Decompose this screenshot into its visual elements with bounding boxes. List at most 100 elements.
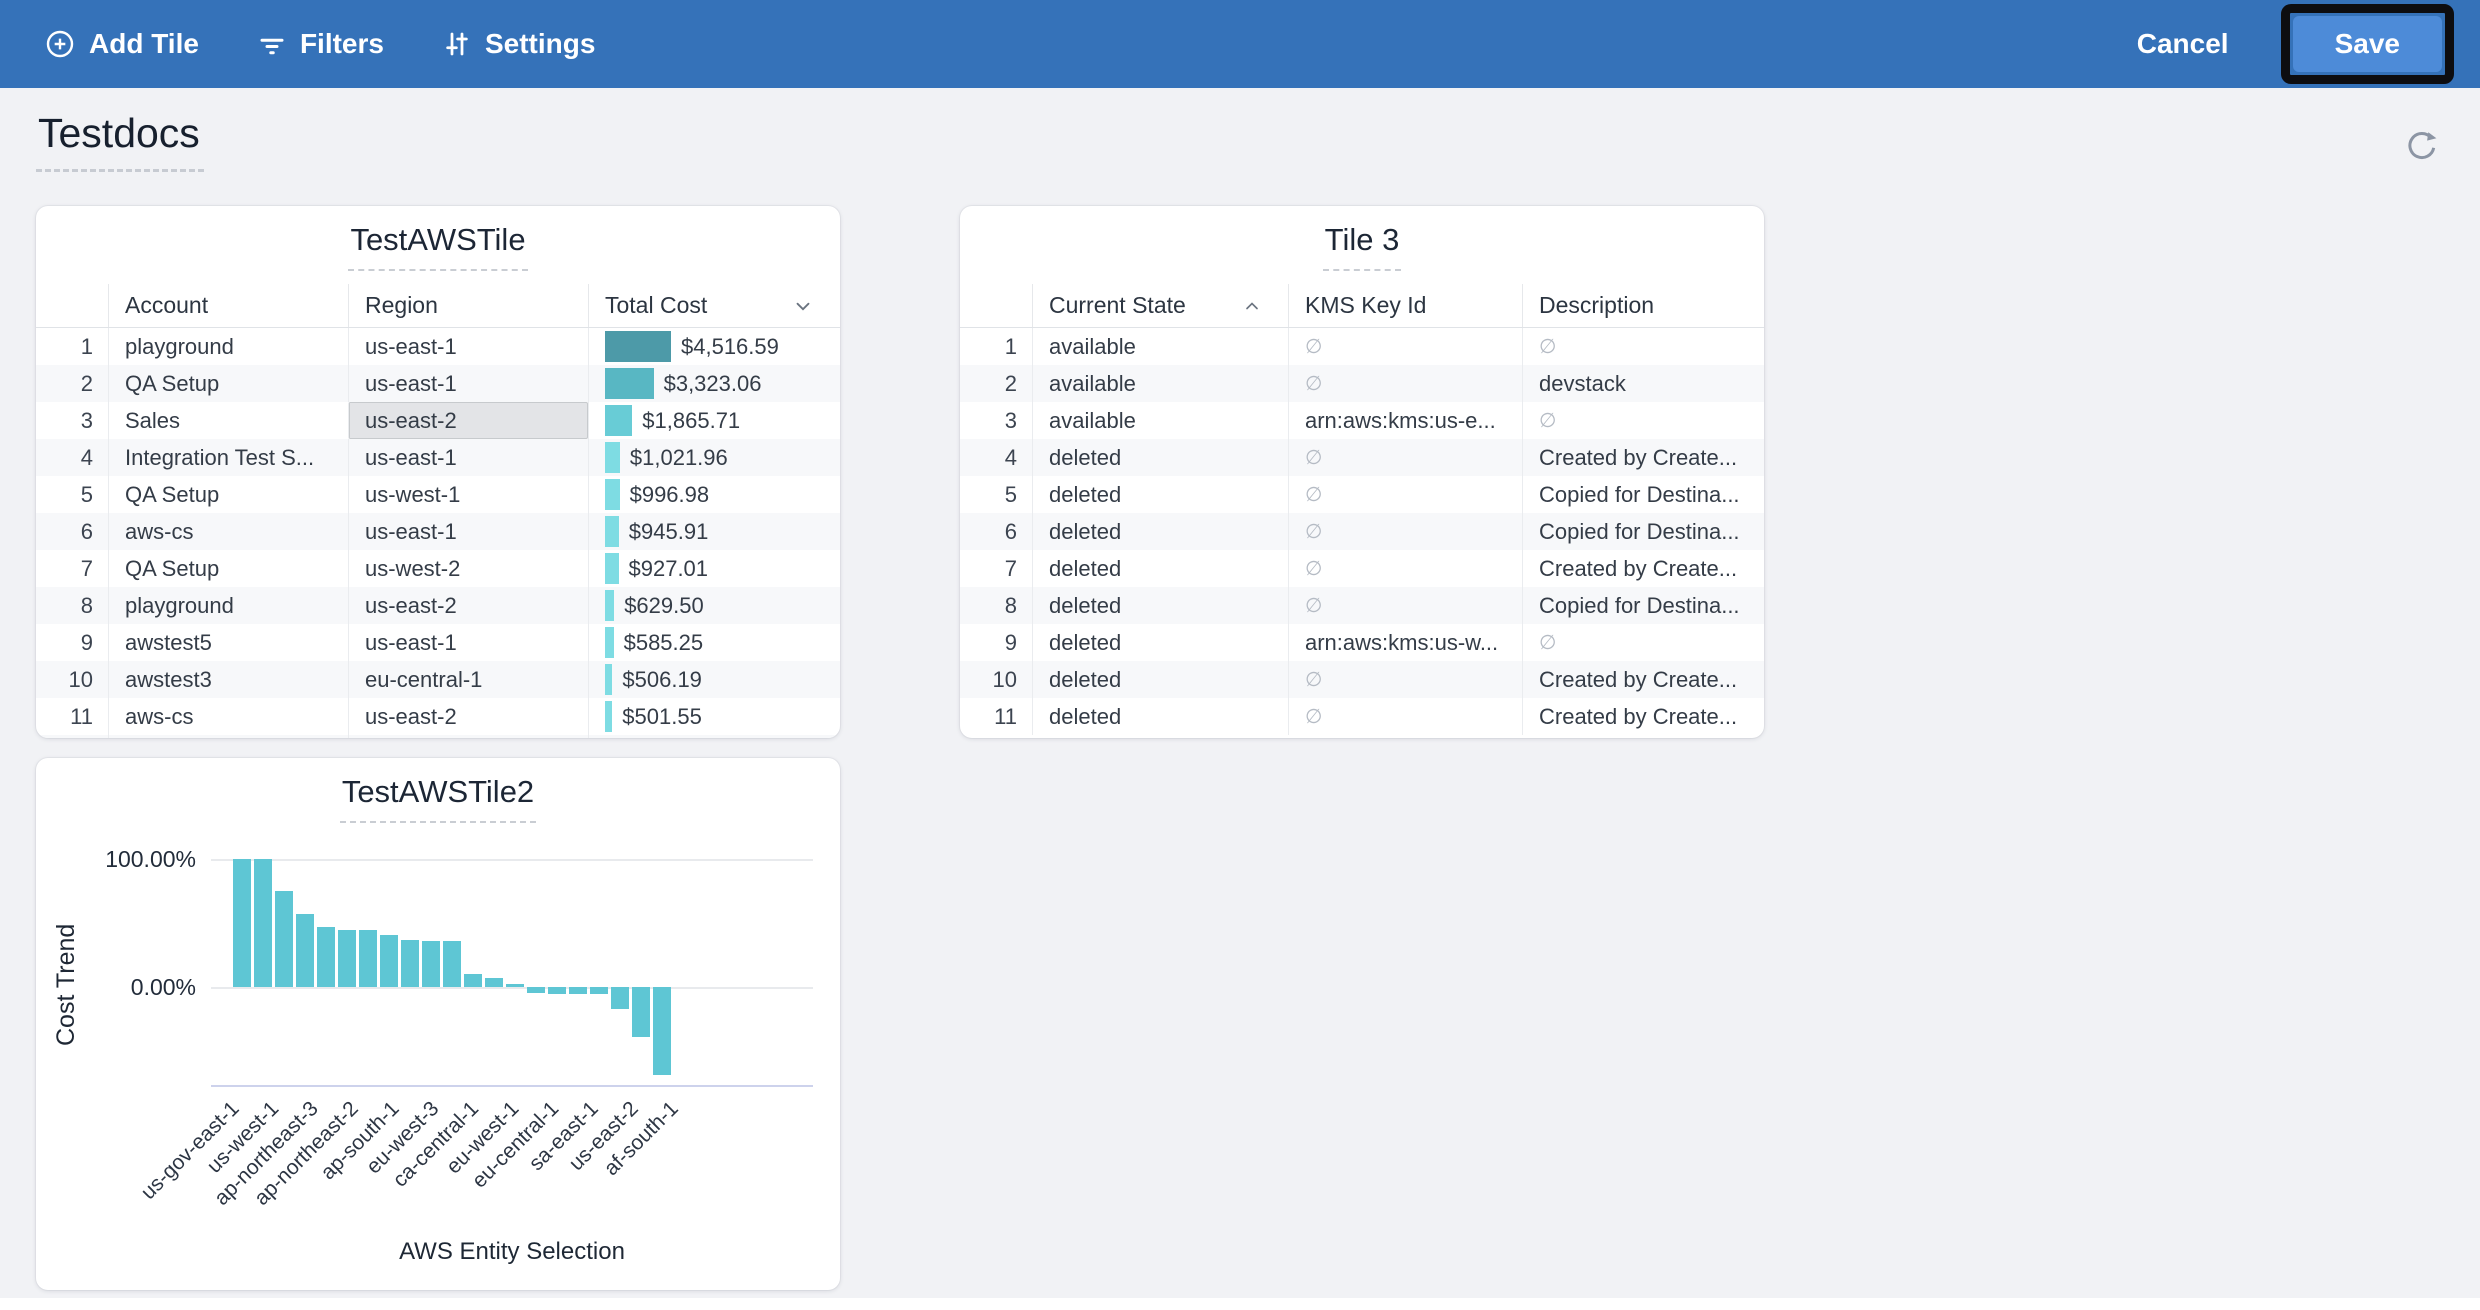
settings-button[interactable]: Settings [442, 28, 595, 60]
column-header-description[interactable]: Description [1522, 284, 1764, 328]
cell-region[interactable]: us-east-2 [348, 402, 588, 440]
cell-account[interactable]: aws-cs [108, 698, 348, 736]
chart-bar[interactable] [380, 934, 398, 988]
tile-title-input[interactable]: TestAWSTile2 [339, 774, 537, 824]
chart-bar[interactable] [275, 890, 293, 988]
cell-description[interactable]: Created by Create... [1522, 698, 1764, 736]
cell-current-state[interactable]: deleted [1032, 624, 1288, 662]
cell-current-state[interactable]: deleted [1032, 439, 1288, 477]
chart-bar[interactable] [359, 929, 377, 988]
cell-account[interactable]: QA Setup [108, 476, 348, 514]
cell-kms-key-id[interactable]: ∅ [1288, 365, 1522, 403]
cell-account[interactable]: awstest3 [108, 661, 348, 699]
cell-region[interactable]: us-east-1 [348, 328, 588, 366]
cell-region[interactable]: us-east-1 [348, 513, 588, 551]
cell-total-cost[interactable]: $585.25 [588, 624, 840, 662]
cell-total-cost[interactable]: $4,516.59 [588, 328, 840, 366]
cancel-button[interactable]: Cancel [2136, 28, 2229, 59]
chart-bar[interactable] [485, 977, 503, 988]
chart-bar[interactable] [527, 987, 545, 993]
chart-bar[interactable] [506, 983, 524, 988]
cell-description[interactable]: ∅ [1522, 402, 1764, 440]
cell-total-cost[interactable]: $1,021.96 [588, 439, 840, 477]
cell-region[interactable]: us-east-1 [348, 365, 588, 403]
cell-account[interactable]: Sales [108, 402, 348, 440]
cell-region[interactable]: us-east-2 [348, 587, 588, 625]
cell-kms-key-id[interactable]: ∅ [1288, 587, 1522, 625]
chart-bar[interactable] [569, 987, 587, 994]
cell-description[interactable]: Created by Create... [1522, 661, 1764, 699]
cell-region[interactable]: us-east-2 [348, 698, 588, 736]
cell-region[interactable]: us-east-1 [348, 624, 588, 662]
cell-total-cost[interactable]: $501.55 [588, 698, 840, 736]
cell-description[interactable]: Copied for Destina... [1522, 513, 1764, 551]
column-header-total-cost[interactable]: Total Cost [588, 284, 840, 328]
cell-description[interactable]: ∅ [1522, 624, 1764, 662]
cell-kms-key-id[interactable]: arn:aws:kms:us-w... [1288, 624, 1522, 662]
chart-bar[interactable] [443, 941, 461, 988]
cell-current-state[interactable]: deleted [1032, 698, 1288, 736]
chart-bar[interactable] [611, 987, 629, 1009]
cell-kms-key-id[interactable]: ∅ [1288, 328, 1522, 366]
column-header-account[interactable]: Account [108, 284, 348, 328]
chart-bar[interactable] [254, 859, 272, 988]
cell-description[interactable]: ∅ [1522, 328, 1764, 366]
cell-kms-key-id[interactable]: ∅ [1288, 439, 1522, 477]
tile-title-input[interactable]: TestAWSTile [348, 222, 528, 272]
chart-bar[interactable] [338, 929, 356, 988]
chart-bar[interactable] [233, 859, 251, 988]
cell-account[interactable]: awstest5 [108, 624, 348, 662]
chart-bar[interactable] [317, 927, 335, 988]
chart-bar[interactable] [422, 941, 440, 988]
chart-bar[interactable] [632, 987, 650, 1037]
cell-description[interactable]: Created by Create... [1522, 550, 1764, 588]
cell-account[interactable]: QA Setup [108, 550, 348, 588]
column-header-region[interactable]: Region [348, 284, 588, 328]
tile-title-input[interactable]: Tile 3 [1322, 222, 1402, 272]
cell-current-state[interactable]: available [1032, 402, 1288, 440]
cell-account[interactable]: playground [108, 328, 348, 366]
chart-bar[interactable] [401, 939, 419, 988]
cell-kms-key-id[interactable]: ∅ [1288, 550, 1522, 588]
cell-total-cost[interactable]: $3,323.06 [588, 365, 840, 403]
cell-account[interactable]: QA Setup [108, 365, 348, 403]
chart-bar[interactable] [590, 987, 608, 994]
cell-total-cost[interactable]: $945.91 [588, 513, 840, 551]
cell-region[interactable]: us-west-2 [348, 550, 588, 588]
cell-kms-key-id[interactable]: ∅ [1288, 476, 1522, 514]
cell-kms-key-id[interactable]: arn:aws:kms:us-e... [1288, 402, 1522, 440]
add-tile-button[interactable]: Add Tile [44, 28, 199, 60]
cell-kms-key-id[interactable]: ∅ [1288, 513, 1522, 551]
filters-button[interactable]: Filters [257, 28, 384, 60]
cell-account[interactable]: aws-cs [108, 513, 348, 551]
cell-current-state[interactable]: available [1032, 365, 1288, 403]
cell-total-cost[interactable]: $506.19 [588, 661, 840, 699]
cell-kms-key-id[interactable]: ∅ [1288, 661, 1522, 699]
cell-current-state[interactable]: deleted [1032, 513, 1288, 551]
cell-region[interactable]: eu-central-1 [348, 661, 588, 699]
cell-current-state[interactable]: deleted [1032, 587, 1288, 625]
cell-current-state[interactable]: deleted [1032, 476, 1288, 514]
cell-account[interactable]: Integration Test S... [108, 439, 348, 477]
chart-bar[interactable] [296, 913, 314, 988]
chart-bar[interactable] [464, 973, 482, 988]
cell-total-cost[interactable]: $1,865.71 [588, 402, 840, 440]
dashboard-title-input[interactable]: Testdocs [36, 111, 204, 173]
cell-region[interactable]: us-west-1 [348, 476, 588, 514]
cell-description[interactable]: devstack [1522, 365, 1764, 403]
cell-total-cost[interactable]: $629.50 [588, 587, 840, 625]
chart-bar[interactable] [548, 987, 566, 994]
cell-total-cost[interactable]: $996.98 [588, 476, 840, 514]
cell-total-cost[interactable]: $927.01 [588, 550, 840, 588]
cell-current-state[interactable]: deleted [1032, 661, 1288, 699]
cell-description[interactable]: Copied for Destina... [1522, 587, 1764, 625]
cell-region[interactable]: us-east-1 [348, 439, 588, 477]
column-header-current-state[interactable]: Current State [1032, 284, 1288, 328]
cell-kms-key-id[interactable]: ∅ [1288, 698, 1522, 736]
column-header-kms-key-id[interactable]: KMS Key Id [1288, 284, 1522, 328]
cell-account[interactable]: playground [108, 587, 348, 625]
cell-description[interactable]: Copied for Destina... [1522, 476, 1764, 514]
cell-current-state[interactable]: deleted [1032, 550, 1288, 588]
save-button[interactable]: Save [2292, 16, 2442, 72]
cell-current-state[interactable]: available [1032, 328, 1288, 366]
